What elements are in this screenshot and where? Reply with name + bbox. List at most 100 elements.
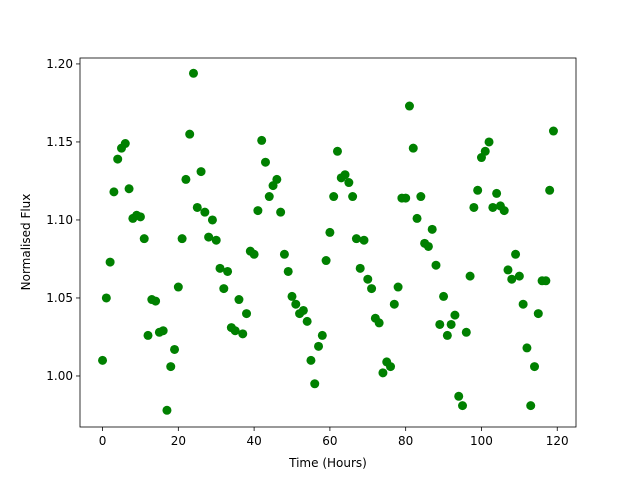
- point: [469, 202, 479, 212]
- point: [442, 330, 452, 340]
- point: [488, 202, 498, 212]
- point: [389, 299, 399, 309]
- point: [541, 276, 551, 286]
- point: [158, 326, 168, 336]
- point: [200, 207, 210, 217]
- point: [435, 319, 445, 329]
- point: [238, 329, 248, 339]
- point: [522, 343, 532, 353]
- point: [446, 319, 456, 329]
- x-axis-label: Time (Hours): [288, 456, 367, 470]
- point: [120, 139, 130, 149]
- point: [151, 296, 161, 306]
- point: [310, 379, 320, 389]
- point: [363, 274, 373, 284]
- point: [450, 310, 460, 320]
- point: [332, 146, 342, 156]
- point: [177, 234, 187, 244]
- point: [484, 137, 494, 147]
- point: [499, 206, 509, 216]
- point: [511, 249, 521, 259]
- point: [253, 206, 263, 216]
- point: [207, 215, 217, 225]
- point: [101, 293, 111, 303]
- point: [260, 157, 270, 167]
- point: [219, 284, 229, 294]
- point: [143, 330, 153, 340]
- x-tick-label: 120: [546, 434, 569, 448]
- x-tick-label: 80: [398, 434, 413, 448]
- x-tick-label: 20: [171, 434, 186, 448]
- x-tick-label: 60: [322, 434, 337, 448]
- point: [359, 235, 369, 245]
- point: [507, 274, 517, 284]
- point: [458, 401, 468, 411]
- point: [355, 263, 365, 273]
- y-tick-label: 1.20: [46, 57, 73, 71]
- point: [401, 193, 411, 203]
- point: [367, 284, 377, 294]
- point: [374, 318, 384, 328]
- point: [135, 212, 145, 222]
- point: [124, 184, 134, 194]
- point: [533, 309, 543, 319]
- point: [340, 170, 350, 180]
- point: [279, 249, 289, 259]
- point: [215, 263, 225, 273]
- point: [344, 178, 354, 188]
- point: [351, 234, 361, 244]
- point: [139, 234, 149, 244]
- point: [526, 401, 536, 411]
- point: [162, 405, 172, 415]
- point: [348, 192, 358, 202]
- point: [211, 235, 221, 245]
- point: [230, 326, 240, 336]
- point: [283, 266, 293, 276]
- point: [113, 154, 123, 164]
- point: [408, 143, 418, 153]
- point: [503, 265, 513, 275]
- point: [416, 192, 426, 202]
- x-tick-label: 100: [470, 434, 493, 448]
- point: [185, 129, 195, 139]
- point: [257, 135, 267, 145]
- point: [302, 316, 312, 326]
- point: [317, 330, 327, 340]
- point: [412, 213, 422, 223]
- point: [423, 241, 433, 251]
- y-tick-label: 1.10: [46, 213, 73, 227]
- point: [545, 185, 555, 195]
- point: [514, 271, 524, 281]
- point: [329, 192, 339, 202]
- point: [386, 362, 396, 372]
- point: [378, 368, 388, 378]
- point: [291, 299, 301, 309]
- point: [306, 355, 316, 365]
- y-tick-label: 1.05: [46, 291, 73, 305]
- point: [287, 291, 297, 301]
- point: [465, 271, 475, 281]
- point: [98, 355, 108, 365]
- point: [109, 187, 119, 197]
- point: [518, 299, 528, 309]
- point: [166, 362, 176, 372]
- point: [196, 167, 206, 177]
- point: [223, 266, 233, 276]
- point: [461, 327, 471, 337]
- point: [242, 309, 252, 319]
- point: [492, 188, 502, 198]
- point: [530, 362, 540, 372]
- point: [548, 126, 558, 136]
- point: [480, 146, 490, 156]
- point: [427, 224, 437, 234]
- point: [192, 202, 202, 212]
- point: [249, 249, 259, 259]
- point: [393, 282, 403, 292]
- point: [404, 101, 414, 111]
- point: [325, 227, 335, 237]
- x-tick-label: 40: [246, 434, 261, 448]
- point: [314, 341, 324, 351]
- point: [439, 291, 449, 301]
